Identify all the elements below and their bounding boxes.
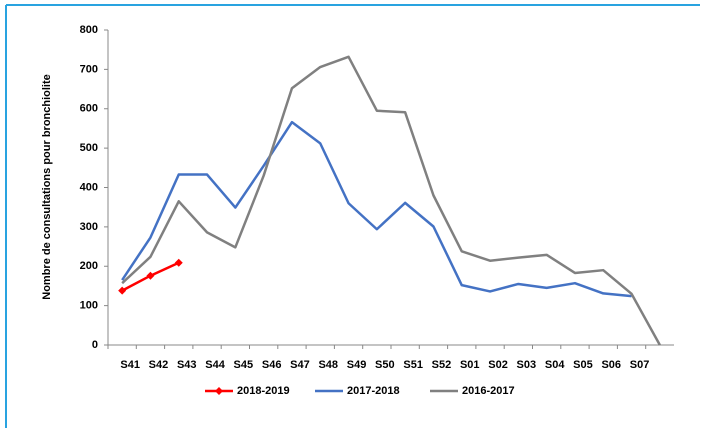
series-line	[121, 55, 661, 346]
y-tick-label: 100	[80, 300, 98, 312]
x-tick-label: S02	[488, 359, 508, 371]
y-axis-label: Nombre de consultations pour bronchiolit…	[41, 74, 53, 300]
x-tick-label: S04	[545, 359, 565, 371]
x-tick-label: S48	[318, 359, 338, 371]
legend-label: 2018-2019	[237, 385, 290, 397]
series-line	[121, 120, 632, 298]
legend-label: 2016-2017	[462, 385, 515, 397]
x-tick-label: S45	[234, 359, 254, 371]
y-tick-label: 700	[80, 63, 98, 75]
data-point	[146, 271, 155, 280]
y-tick-label: 0	[92, 339, 98, 351]
x-tick-label: S50	[375, 359, 395, 371]
x-tick-label: S52	[432, 359, 452, 371]
x-tick-label: S05	[573, 359, 593, 371]
legend-label: 2017-2018	[347, 385, 400, 397]
y-tick-label: 600	[80, 103, 98, 115]
legend-marker	[215, 387, 223, 395]
x-tick-label: S49	[347, 359, 367, 371]
x-tick-label: S06	[601, 359, 621, 371]
x-tick-label: S42	[149, 359, 169, 371]
y-tick-label: 200	[80, 260, 98, 272]
data-point	[118, 286, 127, 295]
x-tick-label: S41	[120, 359, 140, 371]
x-tick-label: S51	[403, 359, 423, 371]
y-tick-label: 500	[80, 142, 98, 154]
x-tick-label: S43	[177, 359, 197, 371]
x-tick-label: S47	[290, 359, 310, 371]
x-tick-label: S01	[460, 359, 480, 371]
x-tick-label: S03	[517, 359, 537, 371]
x-tick-label: S44	[205, 359, 225, 371]
x-tick-label: S07	[630, 359, 650, 371]
x-tick-label: S46	[262, 359, 282, 371]
data-point	[174, 258, 183, 267]
y-tick-label: 800	[80, 24, 98, 36]
y-tick-label: 400	[80, 181, 98, 193]
y-tick-label: 300	[80, 221, 98, 233]
